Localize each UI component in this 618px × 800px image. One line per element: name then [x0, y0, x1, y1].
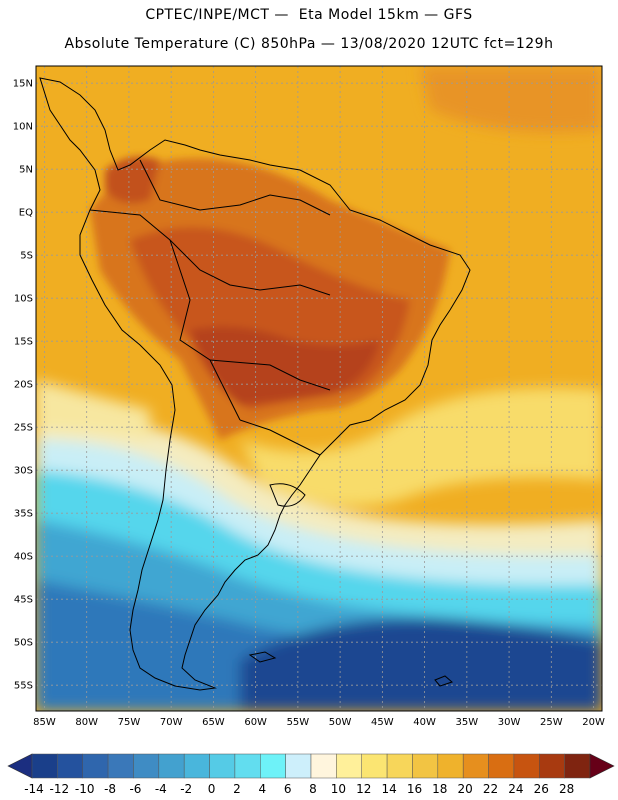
colorbar-tick-label: 4 — [258, 782, 266, 796]
lon-tick-label: 25W — [540, 717, 563, 728]
colorbar-tick-label: 14 — [381, 782, 396, 796]
lat-tick-label: 5S — [20, 251, 33, 262]
graticule — [36, 66, 602, 711]
lon-tick-label: 85W — [33, 717, 56, 728]
colorbar-swatch — [107, 753, 134, 779]
lat-tick-label: 40S — [14, 552, 33, 563]
colorbar-swatch — [564, 753, 591, 779]
colorbar — [7, 753, 615, 779]
colorbar-swatch — [310, 753, 337, 779]
colorbar-swatch — [539, 753, 565, 779]
lon-tick-label: 60W — [244, 717, 267, 728]
lat-tick-label: 5N — [19, 165, 33, 176]
colorbar-swatch — [412, 753, 439, 779]
temperature-field — [36, 66, 602, 711]
colorbar-tick-label: 8 — [309, 782, 317, 796]
lat-tick-label: 10S — [14, 294, 33, 305]
lat-tick-label: 35S — [14, 509, 33, 520]
colorbar-tick-label: -4 — [155, 782, 167, 796]
colorbar-tick-label: -10 — [75, 782, 95, 796]
colorbar-tick-label: -14 — [24, 782, 44, 796]
longitude-labels: 80W 75W 70W 65W 60W 55W 50W 45W 40W 35W 30W 25W 20W 8… — [33, 717, 605, 728]
lat-tick-label: 30S — [14, 466, 33, 477]
lon-tick-label: 20W — [582, 717, 605, 728]
colorbar-tick-label: 0 — [208, 782, 216, 796]
colorbar-high-arrow — [589, 753, 615, 779]
lon-tick-label: 55W — [287, 717, 310, 728]
lon-tick-label: 65W — [202, 717, 225, 728]
colorbar-swatch — [183, 753, 210, 779]
colorbar-swatch — [158, 753, 185, 779]
colorbar-swatch — [336, 753, 362, 779]
colorbar-swatch — [57, 753, 83, 779]
lon-tick-label: 45W — [371, 717, 394, 728]
colorbar-tick-label: 2 — [233, 782, 241, 796]
lat-tick-label: 15N — [13, 79, 33, 90]
colorbar-swatch — [285, 753, 312, 779]
colorbar-swatch — [386, 753, 413, 779]
colorbar-tick-label: 24 — [508, 782, 523, 796]
latitude-labels: 15N 10N 5N EQ 5S 10S 15S 20S 25S 30S 35S 40S 45S 50S 5… — [13, 79, 33, 692]
colorbar-low-arrow — [7, 753, 33, 779]
colorbar-swatch — [31, 753, 58, 779]
colorbar-swatch — [260, 753, 286, 779]
colorbar-tick-label: 26 — [534, 782, 549, 796]
colorbar-tick-label: -12 — [50, 782, 70, 796]
colorbar-swatch — [437, 753, 464, 779]
lon-tick-label: 40W — [413, 717, 436, 728]
colorbar-tick-label: 6 — [284, 782, 292, 796]
lon-tick-label: 35W — [456, 717, 479, 728]
colorbar-tick-label: 18 — [432, 782, 447, 796]
lon-tick-label: 70W — [160, 717, 183, 728]
colorbar-tick-label: 12 — [356, 782, 371, 796]
colorbar-swatch — [361, 753, 388, 779]
colorbar-tick-label: 10 — [331, 782, 346, 796]
map-frame — [35, 65, 603, 712]
lon-tick-label: 30W — [498, 717, 521, 728]
lat-tick-label: 25S — [14, 423, 33, 434]
lat-tick-label: EQ — [19, 208, 33, 219]
map-title-line-2: Absolute Temperature (C) 850hPa — 13/08/… — [64, 36, 554, 52]
lat-tick-label: 50S — [14, 638, 33, 649]
colorbar-tick-label: -6 — [129, 782, 141, 796]
lat-tick-label: 55S — [14, 681, 33, 692]
colorbar-tick-label: 16 — [407, 782, 422, 796]
colorbar-swatch — [234, 753, 261, 779]
colorbar-swatch — [488, 753, 515, 779]
colorbar-swatch — [209, 753, 236, 779]
colorbar-tick-label: 20 — [458, 782, 473, 796]
colorbar-swatch — [462, 753, 489, 779]
colorbar-tick-label: -8 — [104, 782, 116, 796]
lat-tick-label: 15S — [14, 337, 33, 348]
lon-tick-label: 80W — [75, 717, 98, 728]
colorbar-swatch — [513, 753, 540, 779]
lat-tick-label: 10N — [13, 122, 33, 133]
colorbar-labels: -14 -12 -10 -8 -6 -4 -2 0 2 4 6 8 10 12 14 16 18 20 22 24 26… — [24, 782, 574, 796]
colorbar-tick-label: -2 — [180, 782, 192, 796]
coastlines — [39, 77, 471, 691]
colorbar-swatch — [82, 753, 109, 779]
lat-tick-label: 45S — [14, 595, 33, 606]
lon-tick-label: 75W — [118, 717, 141, 728]
lon-tick-label: 50W — [329, 717, 352, 728]
lat-tick-label: 20S — [14, 380, 33, 391]
colorbar-tick-label: 22 — [483, 782, 498, 796]
colorbar-swatch — [133, 753, 160, 779]
map-title-line-1: CPTEC/INPE/MCT — Eta Model 15km — GFS — [145, 7, 473, 23]
colorbar-tick-label: 28 — [559, 782, 574, 796]
